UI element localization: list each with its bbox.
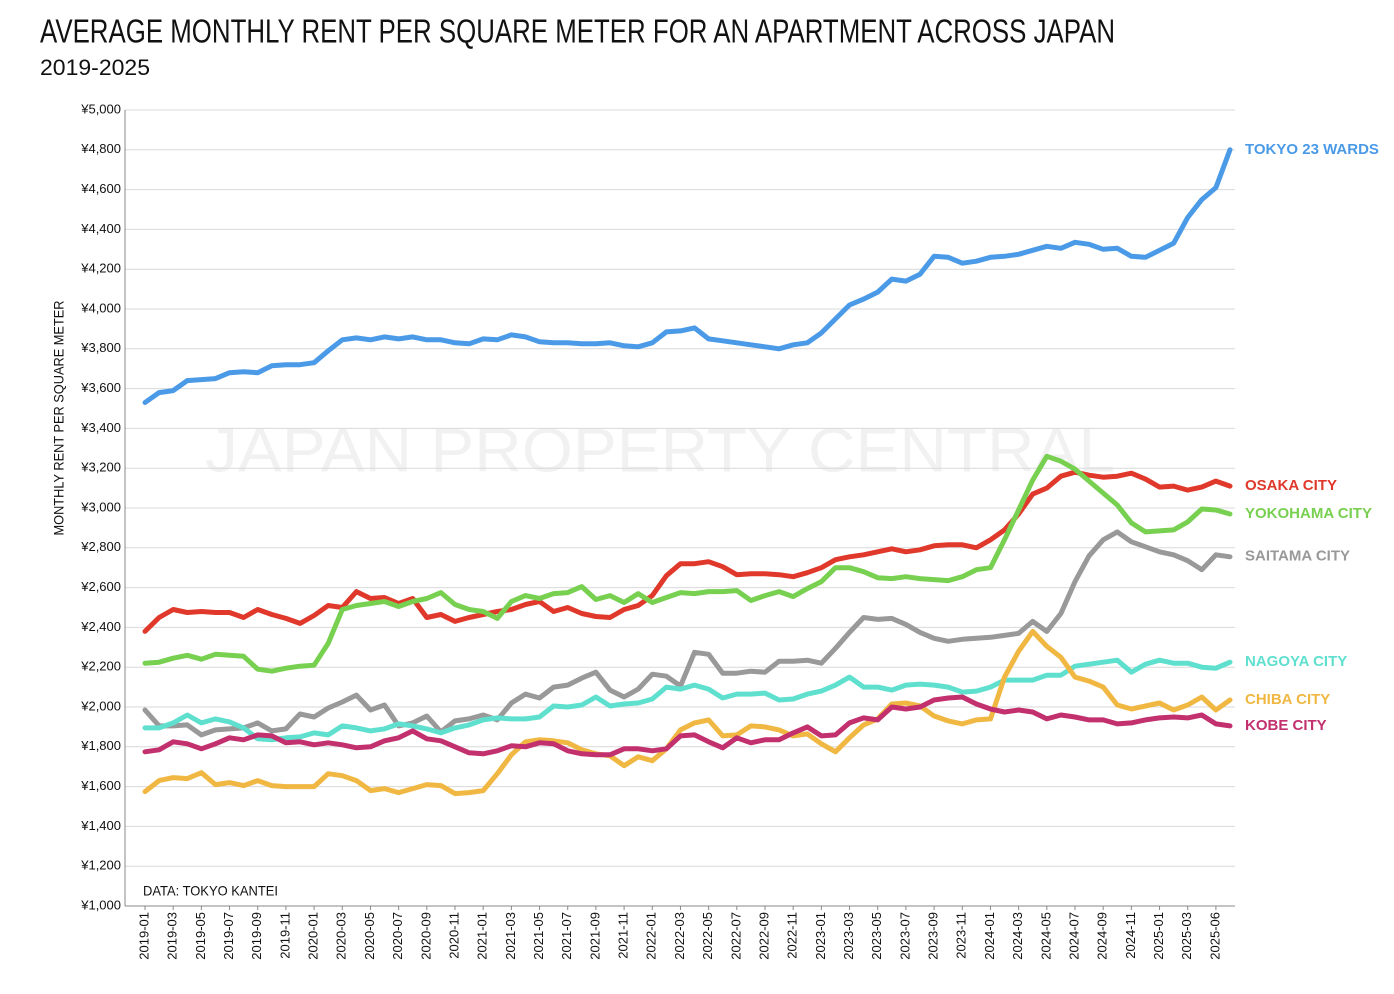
x-tick-label: 2019-09 <box>249 912 264 960</box>
y-tick-label: ¥1,400 <box>80 818 121 833</box>
series-line <box>142 657 1233 743</box>
y-tick-label: ¥2,600 <box>80 579 121 594</box>
y-tick-label: ¥1,800 <box>80 738 121 753</box>
x-tick-label: 2022-11 <box>785 912 800 959</box>
x-tick-label: 2022-09 <box>756 912 771 960</box>
y-tick-label: ¥4,400 <box>80 221 121 236</box>
x-tick-label: 2024-11 <box>1123 912 1138 959</box>
x-tick-label: 2022-03 <box>672 912 687 960</box>
x-tick-label: 2024-09 <box>1095 912 1110 960</box>
legend-label: SAITAMA CITY <box>1245 548 1350 565</box>
y-tick-label: ¥4,600 <box>80 181 121 196</box>
x-tick-label: 2024-03 <box>1010 912 1025 960</box>
x-tick-label: 2025-03 <box>1179 912 1194 960</box>
x-tick-label: 2019-01 <box>136 912 151 960</box>
y-tick-label: ¥4,000 <box>80 300 121 315</box>
legend-label: CHIBA CITY <box>1245 691 1330 708</box>
y-tick-label: ¥3,200 <box>80 460 121 475</box>
y-tick-label: ¥1,000 <box>80 897 121 912</box>
legend-label: YOKOHAMA CITY <box>1245 505 1372 522</box>
y-tick-label: ¥3,800 <box>80 340 121 355</box>
chart-subtitle: 2019-2025 <box>40 55 150 80</box>
chart-title: AVERAGE MONTHLY RENT PER SQUARE METER FO… <box>40 13 1115 50</box>
x-tick-label: 2023-01 <box>813 912 828 960</box>
y-tick-label: ¥3,600 <box>80 380 121 395</box>
y-tick-label: ¥1,200 <box>80 858 121 873</box>
y-axis-label: MONTHLY RENT PER SQUARE METER <box>51 301 67 536</box>
x-tick-label: 2023-05 <box>869 912 884 960</box>
x-tick-label: 2023-07 <box>897 912 912 960</box>
legend-label: KOBE CITY <box>1245 717 1327 734</box>
x-tick-label: 2022-07 <box>728 912 743 960</box>
x-tick-label: 2019-07 <box>221 912 236 960</box>
x-tick-label: 2021-05 <box>531 912 546 960</box>
x-tick-label: 2021-11 <box>616 912 631 959</box>
x-tick-label: 2021-01 <box>475 912 490 960</box>
series-line <box>142 694 1233 758</box>
y-tick-label: ¥2,800 <box>80 539 121 554</box>
x-tick-label: 2025-01 <box>1151 912 1166 960</box>
series-line <box>142 529 1233 738</box>
x-tick-label: 2020-11 <box>446 912 461 959</box>
x-tick-label: 2020-05 <box>362 912 377 960</box>
series-line <box>142 628 1233 797</box>
y-tick-label: ¥3,400 <box>80 420 121 435</box>
x-tick-label: 2019-11 <box>277 912 292 959</box>
x-tick-label: 2024-01 <box>982 912 997 960</box>
grid <box>125 109 1235 907</box>
x-tick-label: 2023-09 <box>926 912 941 960</box>
source-note: DATA: TOKYO KANTEI <box>143 883 278 899</box>
x-tick-label: 2021-07 <box>559 912 574 960</box>
y-tick-label: ¥5,000 <box>80 101 121 116</box>
x-tick-label: 2021-09 <box>587 912 602 960</box>
x-tick-label: 2024-07 <box>1066 912 1081 960</box>
series-line <box>142 147 1233 405</box>
x-tick-label: 2022-01 <box>644 912 659 960</box>
x-tick-label: 2023-03 <box>841 912 856 960</box>
x-tick-label: 2020-09 <box>418 912 433 960</box>
legend-label: OSAKA CITY <box>1245 477 1337 494</box>
x-tick-label: 2021-03 <box>503 912 518 960</box>
x-tick-label: 2023-11 <box>954 912 969 959</box>
x-tick-label: 2019-05 <box>193 912 208 960</box>
y-tick-label: ¥4,200 <box>80 261 121 276</box>
x-tick-label: 2020-03 <box>334 912 349 960</box>
y-tick-label: ¥2,200 <box>80 659 121 674</box>
y-tick-label: ¥4,800 <box>80 141 121 156</box>
series-line <box>142 469 1233 634</box>
series-line <box>142 453 1233 674</box>
legend-label: NAGOYA CITY <box>1245 653 1347 670</box>
y-tick-label: ¥2,400 <box>80 619 121 634</box>
y-tick-label: ¥1,600 <box>80 778 121 793</box>
y-tick-label: ¥2,000 <box>80 698 121 713</box>
x-tick-label: 2025-06 <box>1207 912 1222 960</box>
watermark: JAPAN PROPERTY CENTRAL <box>205 416 1115 485</box>
x-tick-label: 2024-05 <box>1038 912 1053 960</box>
x-tick-label: 2022-05 <box>700 912 715 960</box>
x-tick-label: 2019-03 <box>165 912 180 960</box>
legend-label: TOKYO 23 WARDS <box>1245 141 1379 158</box>
x-tick-label: 2020-07 <box>390 912 405 960</box>
x-tick-label: 2020-01 <box>306 912 321 960</box>
y-tick-label: ¥3,000 <box>80 499 121 514</box>
